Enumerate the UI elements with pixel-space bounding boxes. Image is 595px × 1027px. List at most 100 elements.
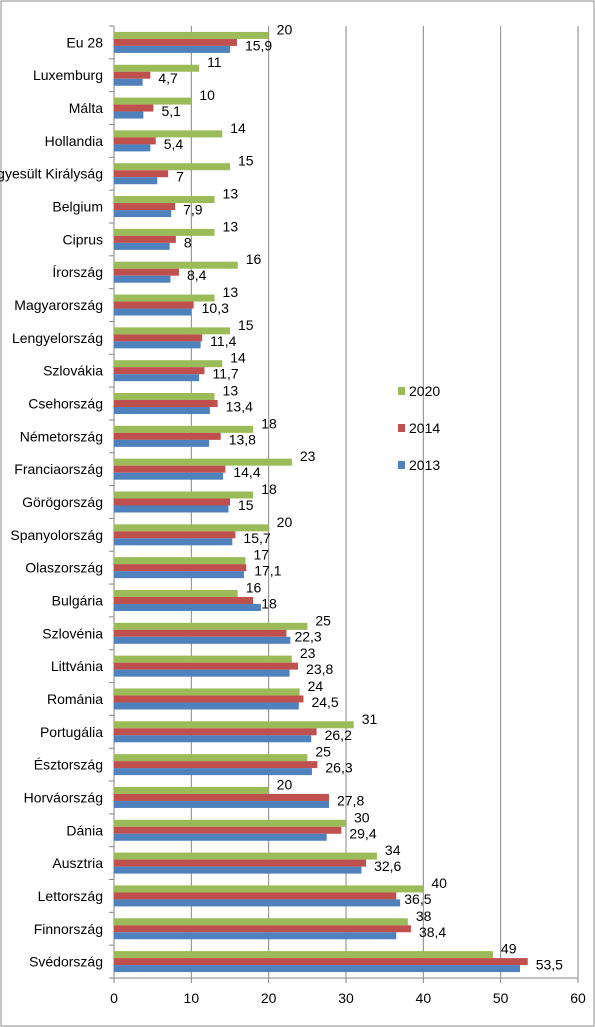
- category-label: Ausztria: [52, 855, 103, 871]
- data-label-2014: 5,4: [164, 136, 184, 152]
- category-label: Eu 28: [66, 34, 103, 50]
- data-label-2020: 20: [277, 776, 293, 792]
- bar-2013: [114, 603, 261, 611]
- category-label: Lengyelország: [12, 330, 103, 346]
- data-label-2020: 15: [238, 153, 254, 169]
- bar-2020: [114, 163, 230, 171]
- data-label-2014: 11,7: [212, 366, 238, 382]
- bar-2014: [114, 564, 247, 572]
- bar-2014: [114, 301, 194, 309]
- category-label: Olaszország: [25, 560, 103, 576]
- data-label-2020: 15: [238, 317, 254, 333]
- category-label: Spanyolország: [10, 527, 103, 543]
- data-label-2014: 22,3: [294, 628, 321, 644]
- bar-2020: [114, 491, 254, 499]
- category-label: Finnország: [34, 921, 103, 937]
- data-label-2014: 36,5: [404, 891, 431, 907]
- data-label-2014: 32,6: [374, 858, 401, 874]
- bar-2014: [114, 498, 230, 506]
- bar-2014: [114, 793, 329, 801]
- data-label-2014: 38,4: [419, 924, 446, 940]
- bar-2020: [114, 261, 238, 269]
- bar-2020: [114, 754, 308, 762]
- data-label-2020: 30: [354, 809, 370, 825]
- bar-2013: [114, 472, 224, 480]
- bar-2020: [114, 721, 354, 729]
- bar-2014: [114, 728, 317, 736]
- bar-2014: [114, 531, 236, 539]
- bar-2014: [114, 38, 237, 46]
- data-label-2020: 18: [261, 481, 277, 497]
- bar-2014: [114, 761, 318, 769]
- bar-2013: [114, 78, 143, 86]
- category-label: Littvánia: [51, 658, 103, 674]
- bar-2013: [114, 866, 362, 874]
- data-label-2014: 23,8: [306, 661, 333, 677]
- bar-2020: [114, 97, 192, 105]
- bar-2020: [114, 425, 254, 433]
- bar-2014: [114, 892, 397, 900]
- bar-2013: [114, 341, 201, 349]
- category-label: Szlovénia: [42, 625, 103, 641]
- data-label-2014: 8: [184, 234, 192, 250]
- bar-2013: [114, 308, 192, 316]
- data-label-2020: 25: [315, 744, 331, 760]
- x-tick-label: 50: [493, 990, 509, 1006]
- category-label: Bulgária: [52, 592, 104, 608]
- category-label: Csehország: [28, 396, 103, 412]
- data-label-2020: 24: [308, 678, 324, 694]
- data-label-2020: 17: [253, 547, 269, 563]
- bar-2020: [114, 622, 308, 630]
- legend-label: 2014: [409, 420, 440, 436]
- data-label-2020: 38: [416, 908, 432, 924]
- category-label: Szlovákia: [43, 363, 103, 379]
- bar-2020: [114, 951, 493, 959]
- data-label-2020: 25: [315, 612, 331, 628]
- bar-2013: [114, 111, 144, 119]
- data-label-2020: 14: [230, 350, 246, 366]
- bar-2020: [114, 885, 424, 893]
- x-tick-label: 10: [184, 990, 200, 1006]
- legend-swatch-2013: [398, 461, 405, 469]
- data-label-2014: 15: [238, 497, 254, 513]
- bar-2020: [114, 228, 215, 236]
- data-label-2020: 13: [223, 186, 239, 202]
- bar-2014: [114, 662, 299, 670]
- category-label: Románia: [47, 691, 103, 707]
- data-label-2014: 11,4: [210, 333, 236, 349]
- bar-2013: [114, 407, 210, 415]
- data-label-2014: 7: [176, 169, 184, 185]
- category-label: Észtország: [34, 757, 103, 773]
- bar-2014: [114, 235, 176, 243]
- data-label-2014: 18: [261, 595, 277, 611]
- bar-2014: [114, 629, 287, 637]
- x-tick-label: 0: [110, 990, 118, 1006]
- bar-2014: [114, 203, 176, 211]
- category-label: Franciaország: [14, 461, 103, 477]
- bar-2020: [114, 557, 246, 565]
- category-label: Görögország: [22, 494, 103, 510]
- bar-2020: [114, 196, 215, 204]
- bar-2013: [114, 932, 397, 940]
- data-label-2014: 27,8: [337, 792, 364, 808]
- bar-2020: [114, 130, 223, 138]
- bar-2014: [114, 432, 221, 440]
- bar-2020: [114, 524, 269, 532]
- bar-2020: [114, 688, 300, 696]
- bar-2020: [114, 589, 238, 597]
- bar-2014: [114, 367, 205, 375]
- bar-2013: [114, 439, 210, 447]
- legend-swatch-2014: [398, 424, 405, 432]
- data-label-2014: 7,9: [183, 202, 203, 218]
- data-label-2014: 26,2: [325, 727, 352, 743]
- category-label: Horváország: [24, 789, 103, 805]
- data-label-2014: 4,7: [158, 70, 178, 86]
- category-label: Írország: [52, 264, 103, 280]
- bar-2013: [114, 800, 329, 808]
- category-label: Svédország: [29, 954, 103, 970]
- bar-2014: [114, 268, 179, 276]
- data-label-2014: 13,4: [226, 399, 253, 415]
- bar-2014: [114, 104, 154, 112]
